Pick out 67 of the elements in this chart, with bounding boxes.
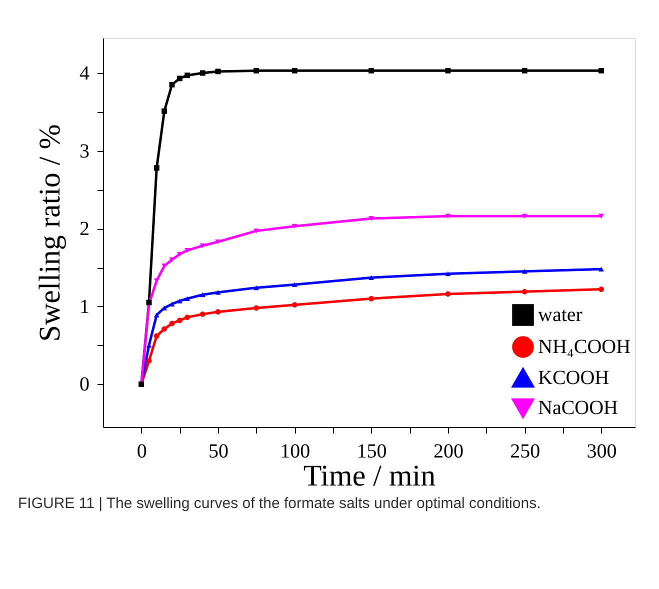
point [146, 358, 152, 364]
point [215, 239, 221, 244]
point [598, 266, 604, 272]
point [169, 82, 175, 88]
point [154, 333, 160, 339]
x-axis-title: Time / min [303, 460, 436, 492]
point [254, 305, 260, 311]
point [162, 108, 168, 114]
point [215, 68, 221, 74]
point [200, 311, 206, 317]
point [215, 290, 221, 295]
point [368, 296, 374, 302]
point [162, 326, 168, 332]
point [598, 68, 604, 74]
point [176, 298, 182, 304]
point [254, 68, 260, 74]
point [445, 291, 451, 297]
point [154, 165, 160, 171]
x-tick-label: 0 [136, 440, 147, 462]
y-tick-label: 3 [80, 140, 90, 162]
point [200, 292, 206, 298]
point [522, 68, 528, 74]
point [368, 216, 374, 221]
point [522, 269, 528, 274]
y-tick-label: 1 [80, 296, 90, 318]
point [292, 302, 298, 308]
y-tick-label: 0 [80, 374, 90, 396]
point [598, 286, 604, 292]
point [292, 224, 298, 229]
legend-label: NH₄COOH [538, 336, 631, 358]
y-tick-label: 4 [80, 62, 90, 85]
point [176, 252, 182, 257]
legend-label: water [538, 304, 583, 326]
point [200, 243, 206, 248]
point [254, 285, 260, 290]
point [215, 309, 221, 315]
x-tick-label: 150 [356, 440, 387, 462]
point [154, 312, 160, 318]
point [254, 228, 260, 234]
point [292, 282, 298, 287]
point [184, 248, 190, 253]
point [184, 72, 190, 78]
x-tick-label: 100 [280, 440, 310, 462]
point [368, 68, 374, 74]
x-tick-label: 200 [433, 440, 464, 462]
point [169, 320, 175, 326]
point [445, 214, 451, 219]
x-tick-label: 250 [510, 440, 540, 462]
y-tick-label: 2 [80, 218, 90, 240]
point [368, 275, 374, 280]
point [292, 68, 298, 74]
legend-label: KCOOH [538, 367, 610, 389]
point [176, 76, 182, 82]
point [445, 68, 451, 74]
y-axis-title: Swelling ratio / % [34, 124, 66, 342]
point [200, 70, 206, 76]
point [184, 296, 190, 301]
point [176, 318, 182, 324]
point [522, 288, 528, 294]
point [598, 214, 604, 219]
legend-label: NaCOOH [538, 397, 618, 419]
x-tick-label: 50 [208, 440, 228, 462]
x-tick-label: 300 [586, 440, 617, 462]
point [522, 214, 528, 219]
point [184, 314, 190, 320]
point [445, 271, 451, 276]
caption: FIGURE 11 | The swelling curves of the formate salts under optimal conditions. [18, 495, 541, 512]
